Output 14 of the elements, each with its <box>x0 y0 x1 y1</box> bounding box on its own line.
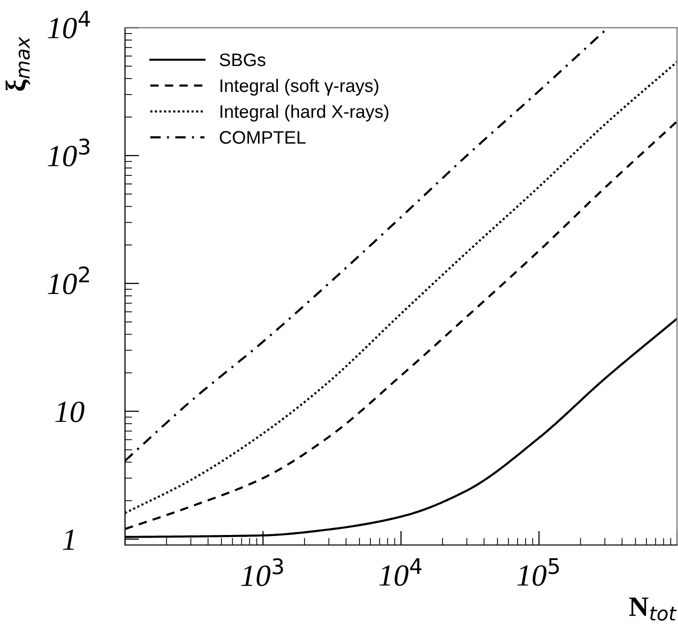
x-tick-label: 10$^{4}$ <box>379 558 422 586</box>
legend-label: Integral (hard X-rays) <box>220 104 388 122</box>
legend-label: COMPTEL <box>220 131 306 144</box>
y-tick-label: 1 <box>62 530 74 550</box>
x-tick-label: 10$^{3}$ <box>241 558 283 586</box>
legend-label: SBGs <box>220 53 266 66</box>
x-tick-label: 10$^{5}$ <box>517 558 559 586</box>
y-tick-label: 10$^{4}$ <box>48 10 90 38</box>
legend-label: Integral (soft γ-rays) <box>220 78 378 96</box>
y-tick-label: 10 <box>55 402 84 422</box>
y-tick-label: 10$^{3}$ <box>48 138 90 166</box>
x-axis-title: N$_{tot}$ <box>629 598 677 621</box>
y-axis-title: ξ$_{max}$ <box>6 36 30 91</box>
y-tick-label: 10$^{2}$ <box>48 266 89 294</box>
